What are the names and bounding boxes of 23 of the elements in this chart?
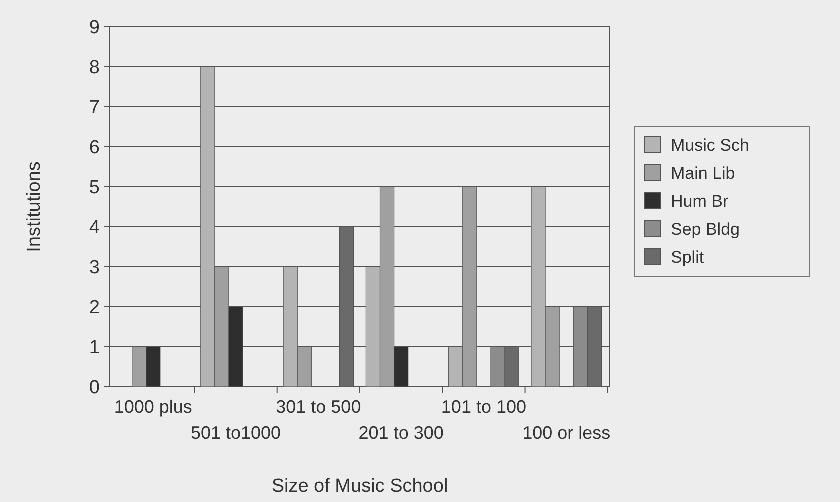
x-tick-label: 101 to 100	[441, 397, 527, 417]
y-tick-label: 0	[89, 378, 100, 399]
y-tick-label: 7	[89, 98, 100, 119]
x-tick-label: 501 to1000	[190, 423, 282, 443]
y-tick-label: 9	[89, 18, 100, 39]
y-tick-label: 3	[89, 258, 100, 279]
legend-label: Music Sch	[671, 136, 750, 155]
y-tick-label: 2	[89, 298, 100, 319]
x-tick-label: 1000 plus	[114, 397, 192, 417]
y-tick-label: 1	[89, 338, 100, 359]
legend-label: Main Lib	[671, 164, 736, 183]
x-axis-title: Size of Music School	[272, 476, 448, 497]
x-tick-label: 100 or less	[522, 423, 611, 443]
legend-label: Split	[671, 248, 704, 267]
x-tick-label: 301 to 500	[276, 397, 362, 417]
y-axis-title: Institutions	[24, 162, 45, 252]
y-tick-label: 5	[89, 178, 100, 199]
legend-label: Hum Br	[671, 192, 729, 211]
y-tick-label: 8	[89, 58, 100, 79]
x-tick-label: 201 to 300	[358, 423, 444, 443]
y-tick-label: 6	[89, 138, 100, 159]
legend-label: Sep Bldg	[671, 220, 740, 239]
y-tick-label: 4	[89, 218, 100, 239]
